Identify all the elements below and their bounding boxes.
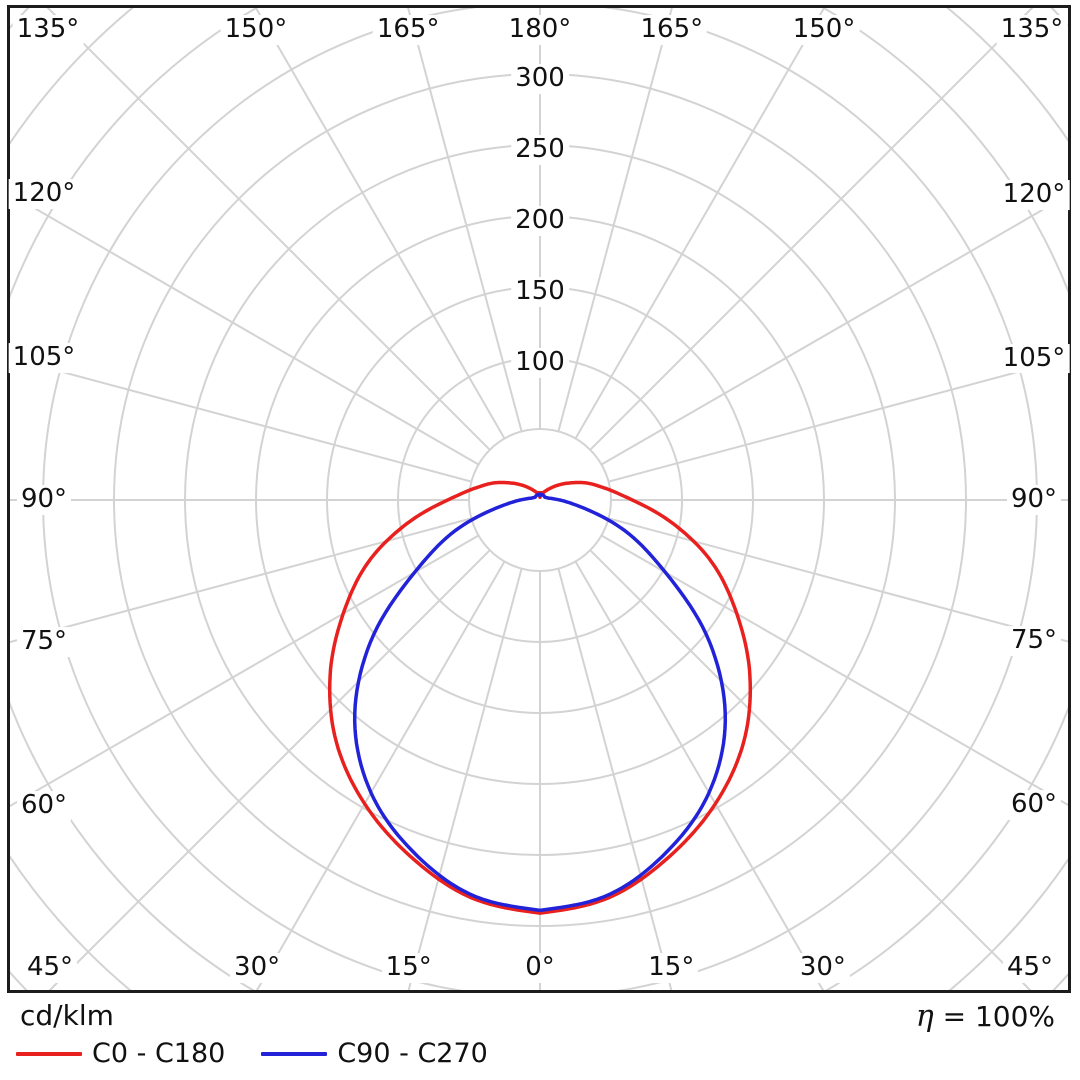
grid-ray xyxy=(46,8,491,451)
angle-tick-label-135-right: 135° xyxy=(996,14,1068,45)
radial-tick-label-250: 250 xyxy=(511,134,569,165)
angle-tick-label-150-right: 150° xyxy=(788,14,860,45)
grid-ray xyxy=(557,8,673,432)
angle-tick-label-75-right: 75° xyxy=(1006,626,1062,657)
radial-tick-label-300: 300 xyxy=(511,63,569,94)
angle-tick-label-135-left: 135° xyxy=(12,14,84,45)
eta-symbol: η xyxy=(915,999,934,1034)
angle-tick-label-165-right: 165° xyxy=(636,14,708,45)
grid-ray xyxy=(600,193,1068,466)
radial-tick-label-150: 150 xyxy=(511,276,569,307)
radial-tick-label-200: 200 xyxy=(511,205,569,236)
grid-ray xyxy=(589,8,1034,451)
legend: C0 - C180 C90 - C270 xyxy=(16,1040,488,1067)
angle-tick-label-105-left: 105° xyxy=(8,342,80,373)
legend-label-c90-c270: C90 - C270 xyxy=(337,1038,488,1069)
grid-ray xyxy=(10,534,480,808)
grid-ray xyxy=(557,568,673,990)
angle-tick-label-30-left: 30° xyxy=(230,952,285,983)
angle-tick-label-150-left: 150° xyxy=(220,14,292,45)
efficiency-value: = 100% xyxy=(933,1000,1055,1033)
angle-tick-label-15-right: 15° xyxy=(644,952,699,983)
angle-tick-label-45-left: 45° xyxy=(22,952,78,983)
grid-ray xyxy=(407,8,523,432)
grid-ray xyxy=(589,549,1032,990)
angle-tick-label-45-right: 45° xyxy=(1002,952,1058,983)
legend-label-c0-c180: C0 - C180 xyxy=(92,1038,226,1069)
grid-ray xyxy=(608,357,1068,483)
curve-c90-c270 xyxy=(352,492,728,913)
unit-label: cd/klm xyxy=(20,999,114,1032)
angle-tick-label-90-left: 90° xyxy=(16,484,72,515)
angle-tick-label-75-left: 75° xyxy=(16,626,72,657)
radial-tick-label-100: 100 xyxy=(511,347,569,378)
angle-tick-label-165-left: 165° xyxy=(372,14,444,45)
grid-ray xyxy=(10,356,472,483)
angle-tick-label-60-left: 60° xyxy=(16,790,72,821)
grid-ray xyxy=(48,549,491,990)
legend-line-c90-c270 xyxy=(261,1051,328,1056)
grid-ray xyxy=(608,517,1068,643)
grid-ray xyxy=(254,8,506,440)
angle-tick-label-180: 180° xyxy=(504,14,576,45)
curve-c0-c180 xyxy=(327,480,753,915)
angle-tick-label-15-left: 15° xyxy=(381,952,436,983)
grid-ray xyxy=(574,8,826,440)
angle-tick-label-30-right: 30° xyxy=(795,952,850,983)
angle-tick-label-0: 0° xyxy=(521,952,559,983)
grid-ray xyxy=(10,192,480,466)
angle-tick-label-90-right: 90° xyxy=(1006,484,1062,515)
grid-ray xyxy=(255,560,506,990)
grid-ray xyxy=(600,534,1068,807)
angle-tick-label-60-right: 60° xyxy=(1006,789,1062,820)
angle-tick-label-120-left: 120° xyxy=(8,178,80,209)
efficiency-label: η = 100% xyxy=(916,999,1055,1034)
grid-ray xyxy=(574,560,825,990)
legend-line-c0-c180 xyxy=(16,1051,82,1056)
grid-ray xyxy=(407,568,523,990)
grid-ring xyxy=(468,428,612,572)
angle-tick-label-105-right: 105° xyxy=(998,343,1070,374)
grid-ray xyxy=(10,517,472,644)
angle-tick-label-120-right: 120° xyxy=(998,179,1070,211)
